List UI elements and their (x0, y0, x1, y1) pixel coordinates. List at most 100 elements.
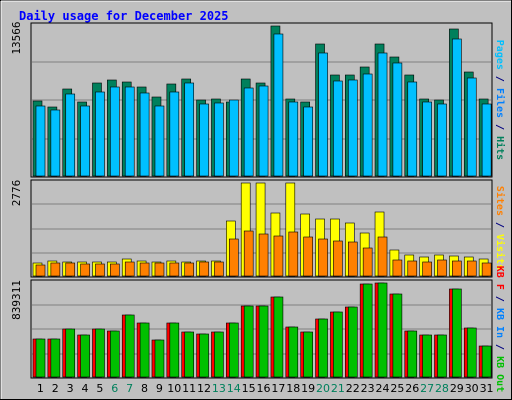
bar-sites-day-2 (50, 262, 61, 277)
bar-sites-day-13 (214, 261, 224, 277)
bar-sites-day-17 (273, 235, 284, 277)
x-tick-label-day-30: 30 (465, 382, 479, 395)
x-tick-label-day-3: 3 (67, 382, 74, 395)
x-tick-label-day-23: 23 (361, 382, 375, 395)
bar-files-day-31 (481, 103, 492, 177)
bar-sites-day-25 (392, 259, 403, 277)
bar-kb-out-day-20 (318, 318, 328, 378)
bar-kb-out-day-24 (377, 282, 388, 378)
x-tick-label-day-27: 27 (420, 382, 434, 395)
x-tick-label-day-15: 15 (242, 382, 256, 395)
bar-sites-day-8 (139, 262, 150, 277)
bar-kb-out-day-22 (347, 306, 358, 378)
bar-sites-day-22 (347, 241, 358, 277)
series-legend-1: Pages / Files / Hits (494, 40, 506, 160)
bar-sites-day-14 (229, 238, 239, 277)
bar-kb-out-day-3 (65, 328, 76, 378)
bar-kb-out-day-30 (466, 327, 477, 378)
legend-entry: KB F (494, 266, 505, 290)
x-tick-label-day-1: 1 (37, 382, 44, 395)
bar-kb-out-day-6 (110, 330, 120, 378)
bar-sites-day-21 (333, 240, 343, 277)
x-tick-label-day-13: 13 (212, 382, 226, 395)
bar-kb-out-day-15 (243, 305, 254, 378)
bar-sites-day-3 (65, 262, 76, 277)
bar-sites-day-6 (110, 263, 120, 277)
legend-entry: / (494, 338, 505, 356)
bar-files-day-23 (362, 73, 373, 177)
x-tick-label-day-29: 29 (450, 382, 464, 395)
bar-files-day-1 (35, 105, 46, 177)
bar-sites-day-7 (124, 261, 135, 277)
x-tick-label-day-21: 21 (331, 382, 345, 395)
bar-sites-day-27 (422, 261, 432, 277)
bar-files-day-28 (437, 103, 447, 177)
bar-sites-day-16 (258, 233, 269, 277)
series-legend-3: KB F / KB In / KB Out (494, 266, 505, 392)
bar-kb-out-day-14 (229, 322, 239, 378)
bar-files-day-21 (333, 80, 343, 177)
bar-sites-day-28 (437, 259, 447, 277)
x-tick-label-day-24: 24 (375, 382, 389, 395)
bar-kb-out-day-25 (392, 293, 403, 378)
legend-entry: Pages (494, 40, 505, 70)
legend-entry: KB In (494, 308, 505, 338)
bar-kb-out-day-29 (452, 288, 462, 378)
bar-sites-day-23 (362, 247, 373, 277)
bar-sites-day-9 (154, 262, 165, 277)
bar-kb-out-day-17 (273, 296, 284, 378)
bar-kb-out-day-23 (362, 283, 373, 378)
bar-sites-day-18 (288, 231, 299, 277)
bar-kb-out-day-9 (154, 339, 165, 378)
bar-kb-out-day-8 (139, 322, 150, 378)
bar-sites-day-29 (452, 260, 462, 277)
chart-title: Daily usage for December 2025 (19, 9, 229, 23)
x-tick-label-day-14: 14 (227, 382, 241, 395)
bar-kb-out-day-19 (303, 331, 313, 378)
legend-entry: / (494, 216, 505, 234)
legend-entry: / (494, 70, 505, 88)
bar-sites-day-26 (407, 260, 418, 277)
x-tick-label-day-31: 31 (480, 382, 494, 395)
bar-kb-out-day-1 (35, 338, 46, 378)
x-tick-label-day-25: 25 (390, 382, 404, 395)
bar-files-day-27 (422, 101, 432, 177)
bar-files-day-20 (318, 52, 328, 177)
legend-entry: / (494, 290, 505, 308)
bar-files-day-11 (184, 82, 195, 177)
bar-files-day-15 (243, 87, 254, 177)
bar-kb-out-day-27 (422, 334, 432, 378)
bar-files-day-2 (50, 109, 61, 177)
bar-sites-day-11 (184, 262, 195, 277)
bar-sites-day-19 (303, 236, 313, 277)
bar-files-day-30 (466, 77, 477, 177)
bar-kb-out-day-26 (407, 330, 418, 378)
bar-files-day-14 (229, 99, 239, 177)
x-tick-label-day-6: 6 (111, 382, 118, 395)
x-tick-label-day-16: 16 (257, 382, 271, 395)
bar-files-day-18 (288, 101, 299, 177)
bar-files-day-29 (452, 38, 462, 177)
bar-files-day-6 (110, 86, 120, 177)
x-tick-label-day-22: 22 (346, 382, 360, 395)
legend-entry: Files (494, 88, 506, 118)
bar-sites-day-10 (169, 262, 180, 277)
x-tick-label-day-12: 12 (197, 382, 211, 395)
bar-files-day-16 (258, 85, 269, 177)
x-tick-label-day-17: 17 (271, 382, 285, 395)
x-tick-label-day-26: 26 (405, 382, 419, 395)
x-tick-label-day-2: 2 (52, 382, 59, 395)
bar-files-day-8 (139, 92, 150, 177)
bar-kb-out-day-28 (437, 334, 447, 378)
x-tick-label-day-7: 7 (126, 382, 133, 395)
bar-kb-out-day-31 (481, 345, 492, 378)
bar-kb-out-day-7 (124, 314, 135, 378)
legend-entry: Visits (494, 234, 506, 270)
bar-kb-out-day-10 (169, 322, 180, 378)
bar-files-day-4 (80, 105, 90, 177)
bar-sites-day-12 (199, 261, 209, 277)
x-tick-label-day-28: 28 (435, 382, 449, 395)
bar-sites-day-30 (466, 260, 477, 277)
bar-kb-out-day-16 (258, 305, 269, 378)
